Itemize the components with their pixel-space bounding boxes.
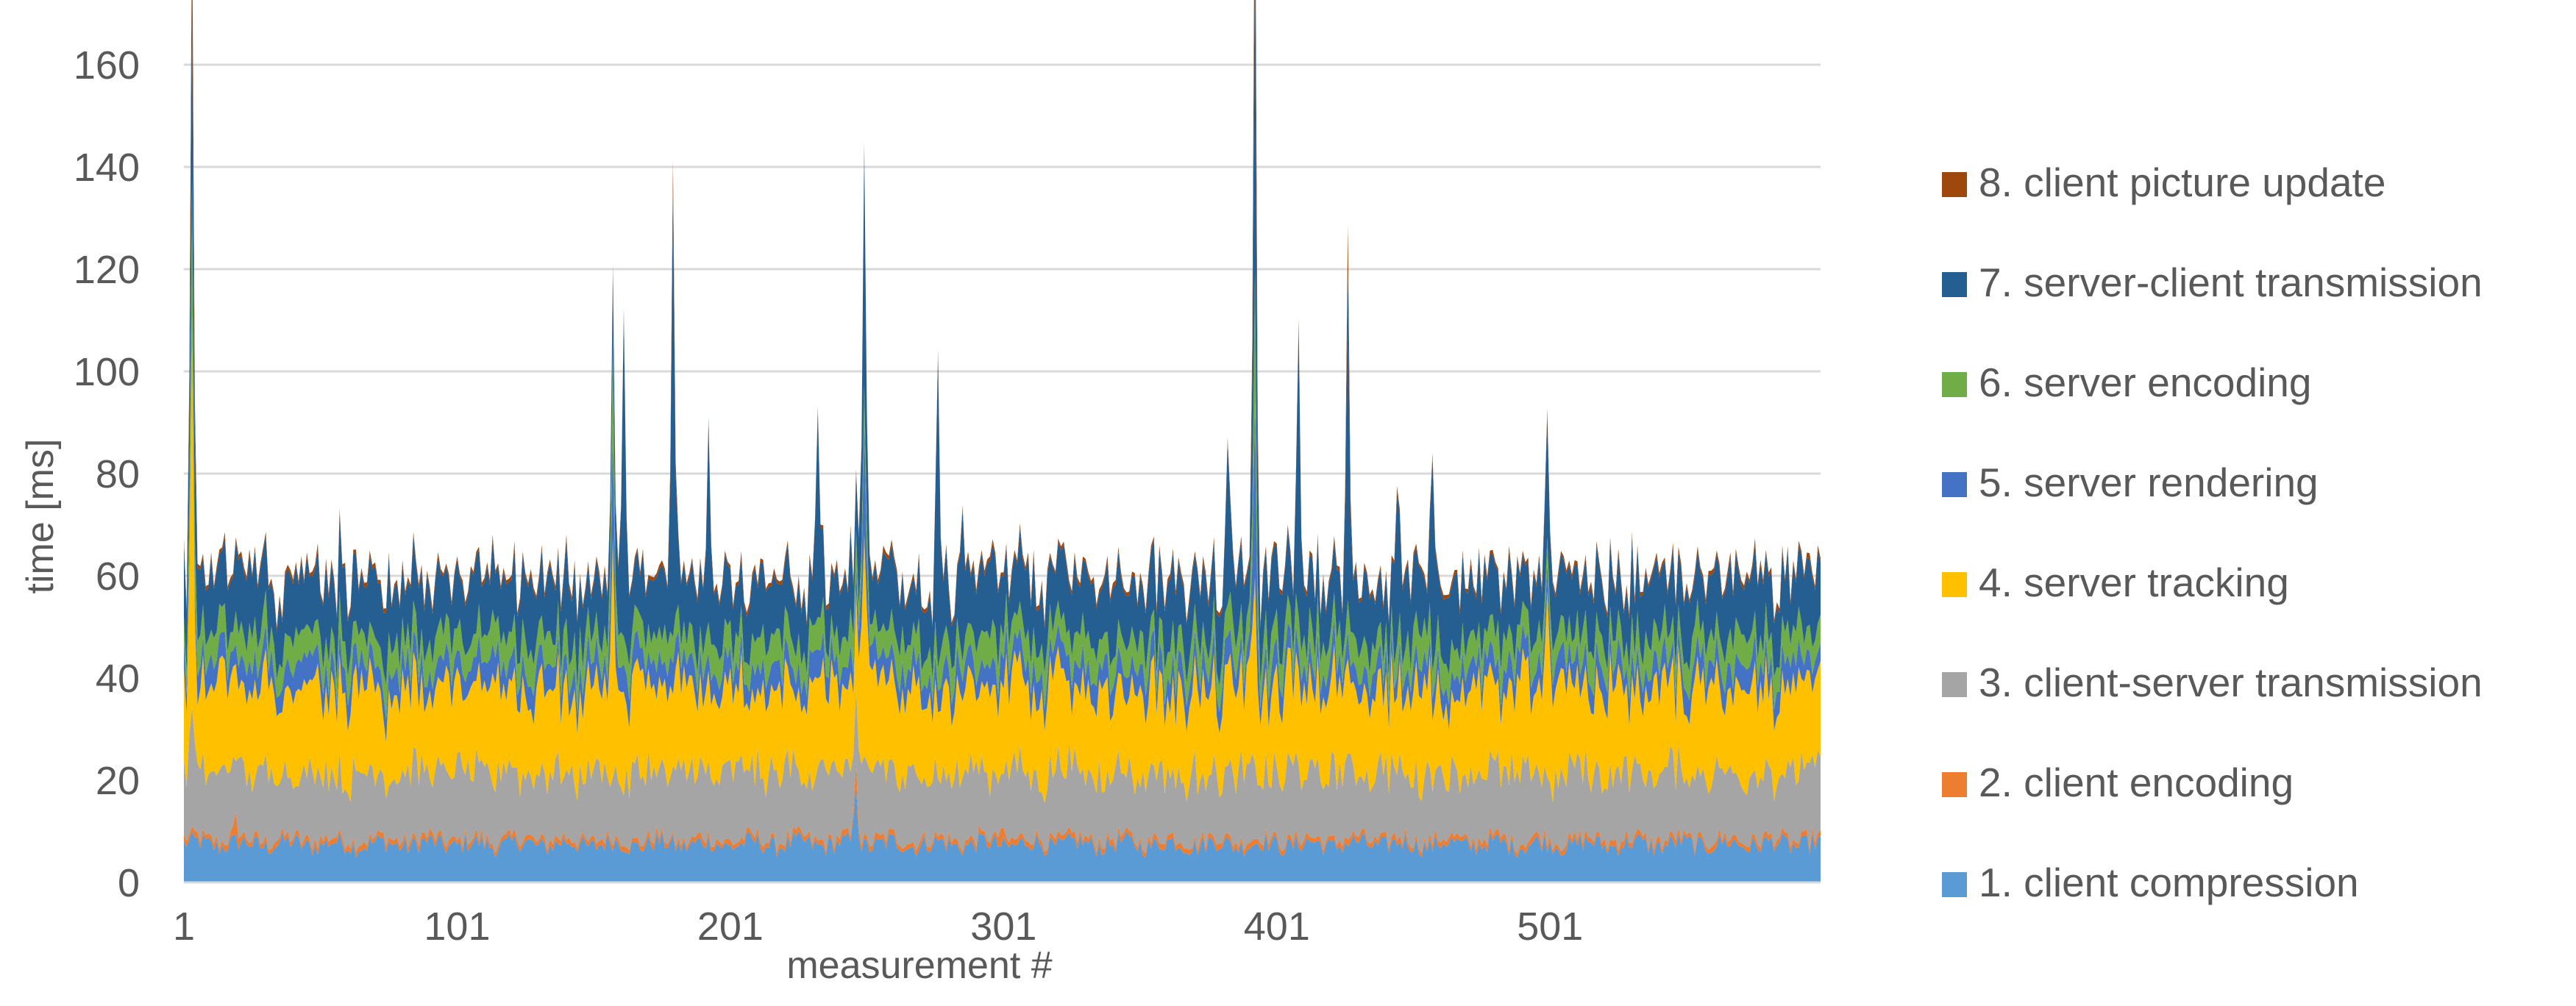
y-tick-label: 0 xyxy=(118,861,140,905)
y-tick-label: 120 xyxy=(74,248,140,292)
series-area-1 xyxy=(184,783,1821,882)
x-tick-label: 501 xyxy=(1517,905,1583,949)
x-tick-label: 301 xyxy=(970,905,1036,949)
x-tick-label: 1 xyxy=(173,905,195,949)
series-area-4 xyxy=(184,330,1821,803)
legend-swatch-8 xyxy=(1942,172,1967,197)
y-tick-label: 40 xyxy=(96,657,140,701)
y-tick-label: 80 xyxy=(96,452,140,496)
y-axis-title: time [ms] xyxy=(19,439,62,594)
series-area-5 xyxy=(184,312,1821,742)
x-tick-label: 101 xyxy=(424,905,490,949)
series-areas xyxy=(184,0,1821,882)
series-area-7 xyxy=(184,0,1821,690)
legend-label-3: 3. client-server transmission xyxy=(1979,660,2483,705)
y-tick-label: 20 xyxy=(96,759,140,803)
legend-swatch-1 xyxy=(1942,872,1967,897)
legend-label-1: 1. client compression xyxy=(1979,860,2359,905)
x-axis-title: measurement # xyxy=(786,944,1052,987)
x-tick-label: 401 xyxy=(1244,905,1310,949)
legend-label-8: 8. client picture update xyxy=(1979,160,2385,205)
legend-swatch-2 xyxy=(1942,772,1967,797)
y-tick-label: 60 xyxy=(96,554,140,599)
legend-swatch-5 xyxy=(1942,472,1967,497)
series-area-2 xyxy=(184,763,1821,858)
legend-swatch-6 xyxy=(1942,372,1967,397)
series-area-3 xyxy=(184,689,1821,854)
y-tick-label: 140 xyxy=(74,146,140,190)
series-area-8 xyxy=(184,0,1821,632)
axes: 0 20 40 60 80 100 120 140 160 1 101 201 301 401 501 xyxy=(74,43,1821,949)
legend-label-4: 4. server tracking xyxy=(1979,560,2289,605)
legend-label-2: 2. client encoding xyxy=(1979,760,2294,805)
legend-swatch-7 xyxy=(1942,272,1967,297)
legend-label-5: 5. server rendering xyxy=(1979,460,2319,505)
legend-swatch-3 xyxy=(1942,672,1967,697)
legend-swatch-4 xyxy=(1942,572,1967,597)
legend-label-6: 6. server encoding xyxy=(1979,360,2312,405)
legend: 8. client picture update 7. server-client… xyxy=(1942,160,2483,905)
y-tick-label: 160 xyxy=(74,43,140,88)
y-tick-label: 100 xyxy=(74,350,140,394)
legend-label-7: 7. server-client transmission xyxy=(1979,260,2483,305)
x-tick-label: 201 xyxy=(697,905,764,949)
